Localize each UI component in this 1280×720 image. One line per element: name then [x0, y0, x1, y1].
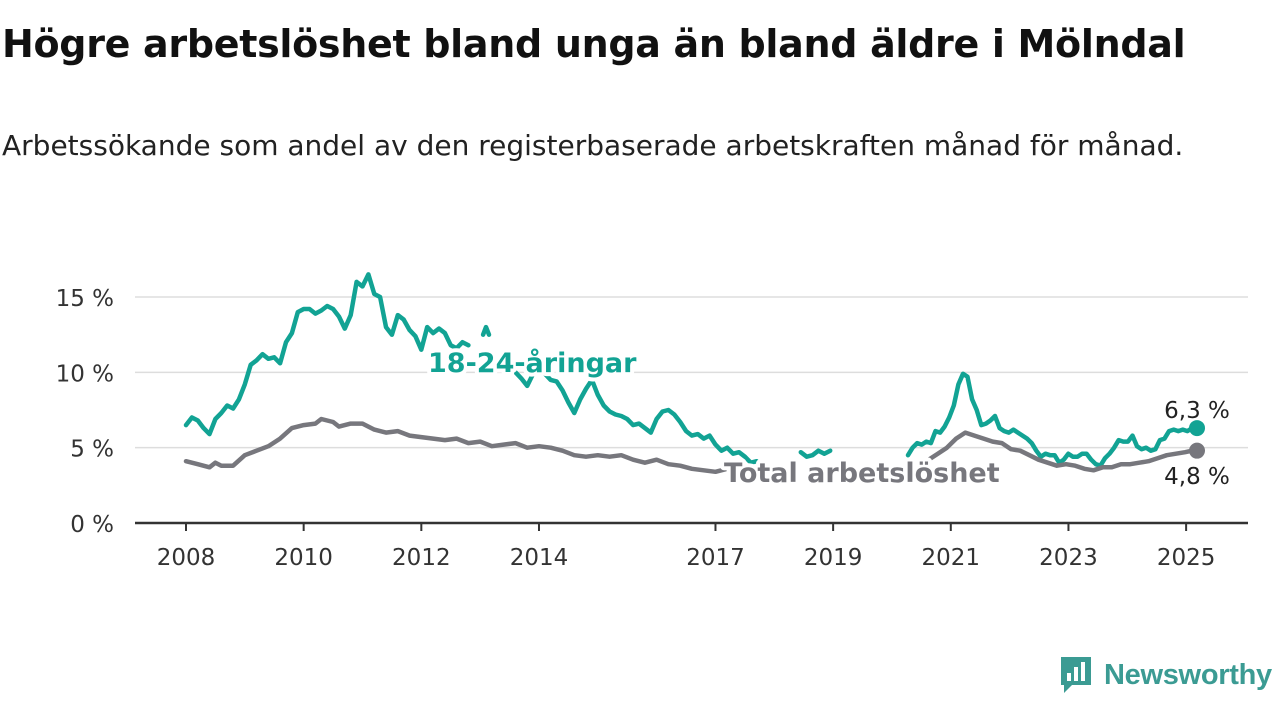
- y-axis: 0 % 5 % 10 % 15 %: [56, 286, 114, 538]
- brand-logo: Newsworthy: [1058, 654, 1272, 696]
- series-name-label: 18-24-åringar: [428, 347, 637, 379]
- x-axis: 2008 2010 2012 2014 2017 2019 2021 2023 2025: [135, 521, 1248, 571]
- x-tick-label: 2017: [686, 545, 745, 571]
- series-label-halo: 18-24-åringar: [428, 347, 637, 379]
- x-tick-label: 2019: [804, 545, 863, 571]
- gridlines: [135, 296, 1248, 449]
- x-tick-label: 2012: [392, 545, 451, 571]
- series-line-0: [798, 448, 833, 459]
- x-tick-label: 2021: [922, 545, 981, 571]
- x-tick-label: 2023: [1039, 545, 1098, 571]
- x-tick-label: 2008: [157, 545, 216, 571]
- series-end-dot: [1189, 420, 1205, 437]
- x-tick-label: 2014: [510, 545, 569, 571]
- y-tick-label: 5 %: [70, 437, 114, 463]
- y-tick-label: 0 %: [70, 512, 114, 538]
- chart-title: Högre arbetslöshet bland unga än bland ä…: [2, 22, 1186, 66]
- series-end-dot: [1189, 442, 1205, 459]
- series-line-0: [905, 371, 1195, 468]
- x-tick-label: 2010: [274, 545, 333, 571]
- series-line-0: [183, 272, 471, 437]
- end-value-label: 4,8 %: [1164, 464, 1230, 490]
- series-label-halo: Total arbetslöshet: [724, 458, 1000, 489]
- series-line-1: [926, 430, 1195, 473]
- series-line-1: [183, 416, 754, 475]
- y-tick-label: 10 %: [56, 361, 114, 387]
- x-tick-label: 2025: [1157, 545, 1216, 571]
- series-lines: [183, 272, 1205, 475]
- series-line-0: [480, 324, 492, 337]
- newsworthy-logo-icon: [1061, 657, 1091, 693]
- series-line-0: [513, 365, 759, 465]
- chart-subtitle: Arbetssökande som andel av den registerb…: [2, 129, 1184, 162]
- series-name-label: Total arbetslöshet: [724, 458, 1000, 489]
- y-tick-label: 15 %: [56, 286, 114, 312]
- end-value-label: 6,3 %: [1164, 398, 1230, 424]
- brand-name: Newsworthy: [1104, 658, 1272, 691]
